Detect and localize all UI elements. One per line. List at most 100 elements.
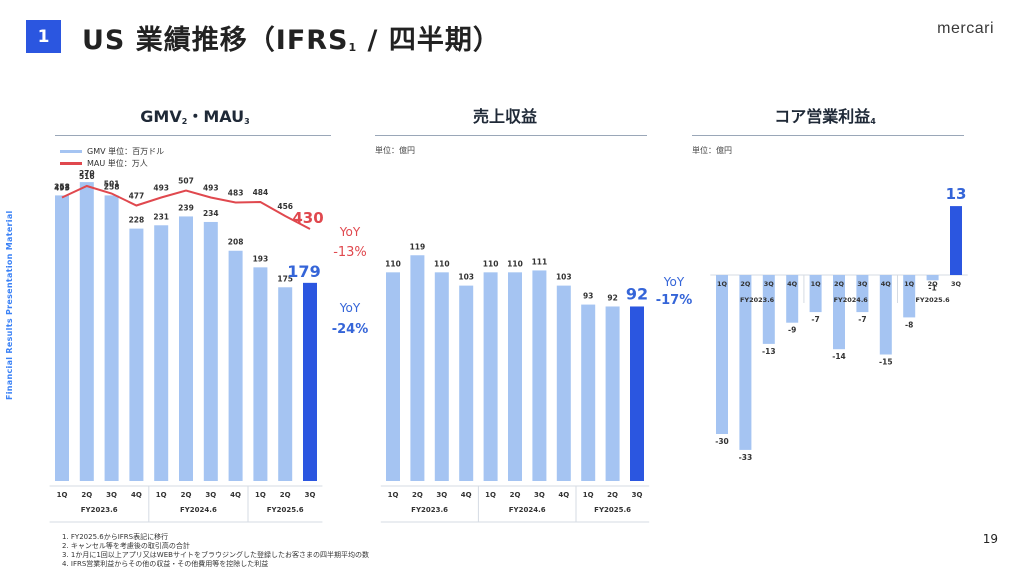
revenue-bar: [630, 306, 644, 481]
revenue-bar: [532, 270, 547, 481]
revenue-tick-label: 2Q: [607, 491, 618, 499]
mau-data-label: 493: [153, 184, 169, 193]
core-profit-bar: [786, 275, 799, 323]
core-group-label: FY2024.6: [834, 296, 869, 304]
revenue-unit-note: 単位：億円: [375, 146, 415, 155]
revenue-bar: [483, 272, 498, 481]
core-tick-label: 1Q: [717, 280, 728, 288]
revenue-tick-label: 3Q: [436, 491, 447, 499]
revenue-tick-label: 3Q: [632, 491, 643, 499]
core-tick-label: 4Q: [881, 280, 892, 288]
gmv-tick-label: 2Q: [181, 491, 192, 499]
revenue-data-label: 110: [507, 259, 523, 268]
gmv-bar: [129, 228, 144, 481]
core-profit-panel-title: コア営業利益4: [774, 107, 876, 126]
gmv-group-label: FY2024.6: [180, 506, 217, 514]
core-profit-data-label: -1: [928, 283, 936, 292]
gmv-bar: [104, 195, 119, 482]
core-profit-data-label: -13: [762, 347, 776, 356]
core-profit-data-label: 13: [946, 185, 967, 203]
revenue-data-label: 110: [434, 259, 450, 268]
gmv-data-label: 193: [253, 254, 269, 263]
mau-data-label: 483: [228, 189, 244, 198]
gmv-bar: [253, 267, 268, 481]
mau-data-label: 493: [54, 184, 70, 193]
gmv-data-label: 231: [153, 212, 169, 221]
gmv-tick-label: 1Q: [255, 491, 266, 499]
gmv-data-label: 258: [104, 182, 120, 191]
core-group-label: FY2023.6: [740, 296, 775, 304]
gmv-panel-title: GMV2・MAU3: [140, 107, 250, 126]
gmv-bar: [179, 216, 193, 481]
mau-data-label: 493: [203, 184, 219, 193]
core-tick-label: 1Q: [811, 280, 822, 288]
revenue-group-label: FY2025.6: [594, 506, 631, 514]
core-profit-bar: [879, 275, 892, 355]
revenue-tick-label: 4Q: [558, 491, 569, 499]
gmv-bar: [154, 225, 169, 481]
revenue-yoy-label: YoY: [663, 275, 685, 289]
revenue-group-label: FY2023.6: [411, 506, 448, 514]
revenue-tick-label: 1Q: [583, 491, 594, 499]
revenue-yoy-value: -17%: [656, 293, 693, 308]
revenue-bar: [386, 272, 400, 481]
core-tick-label: 3Q: [764, 280, 775, 288]
revenue-tick-label: 1Q: [388, 491, 399, 499]
mau-data-label: 501: [104, 180, 120, 189]
gmv-data-label: 208: [228, 238, 244, 247]
revenue-data-label: 119: [410, 242, 426, 251]
gmv-bar: [203, 221, 218, 481]
gmv-tick-label: 2Q: [81, 491, 92, 499]
revenue-data-label: 103: [556, 273, 572, 282]
revenue-tick-label: 3Q: [534, 491, 545, 499]
revenue-group-label: FY2024.6: [509, 506, 546, 514]
gmv-data-label: 228: [129, 216, 145, 225]
core-profit-data-label: -33: [739, 453, 753, 462]
gmv-tick-label: 1Q: [57, 491, 68, 499]
core-profit-data-label: -9: [788, 326, 796, 335]
core-profit-panel-rule: [692, 135, 964, 136]
revenue-bar: [581, 304, 596, 481]
mau-data-label: 430: [292, 209, 323, 227]
core-tick-label: 2Q: [834, 280, 845, 288]
core-profit-bar: [716, 275, 728, 434]
gmv-data-label: 179: [287, 262, 320, 281]
mau-data-label: 507: [178, 177, 194, 186]
core-tick-label: 2Q: [740, 280, 751, 288]
section-number-badge: 1: [26, 20, 61, 53]
mau-data-label: 456: [277, 202, 293, 211]
gmv-panel-rule: [55, 135, 331, 136]
gmv-tick-label: 3Q: [205, 491, 216, 499]
core-profit-bar: [903, 275, 916, 318]
gmv-data-label: 239: [178, 203, 194, 212]
revenue-bar: [605, 306, 620, 481]
core-profit-data-label: -15: [879, 358, 893, 367]
brand-logo: mercari: [937, 20, 994, 37]
core-profit-data-label: -7: [858, 315, 866, 324]
revenue-data-label: 110: [385, 259, 401, 268]
gmv-tick-label: 3Q: [106, 491, 117, 499]
mau-data-label: 477: [129, 192, 145, 201]
legend-mau-swatch: [60, 161, 82, 165]
gmv-data-label: 270: [79, 169, 95, 178]
core-tick-label: 3Q: [951, 280, 962, 288]
gmv-tick-label: 2Q: [280, 491, 291, 499]
page-number: 19: [982, 532, 998, 546]
gmv-bar: [55, 195, 69, 482]
core-profit-data-label: -14: [832, 352, 846, 361]
gmv-yoy-value: -24%: [332, 322, 369, 337]
revenue-panel-title: 売上収益: [472, 107, 537, 126]
mau-line: [61, 184, 311, 230]
gmv-tick-label: 4Q: [131, 491, 142, 499]
gmv-data-label: 234: [203, 209, 219, 218]
core-profit-bar: [926, 275, 939, 281]
revenue-data-label: 110: [483, 259, 499, 268]
revenue-data-label: 92: [626, 284, 648, 303]
mau-yoy-value: -13%: [333, 245, 367, 260]
core-tick-label: 2Q: [928, 280, 939, 288]
gmv-group-label: FY2025.6: [267, 506, 304, 514]
core-profit-bar: [809, 275, 822, 313]
gmv-tick-label: 4Q: [230, 491, 241, 499]
gmv-tick-label: 1Q: [156, 491, 167, 499]
revenue-bar: [410, 255, 425, 481]
